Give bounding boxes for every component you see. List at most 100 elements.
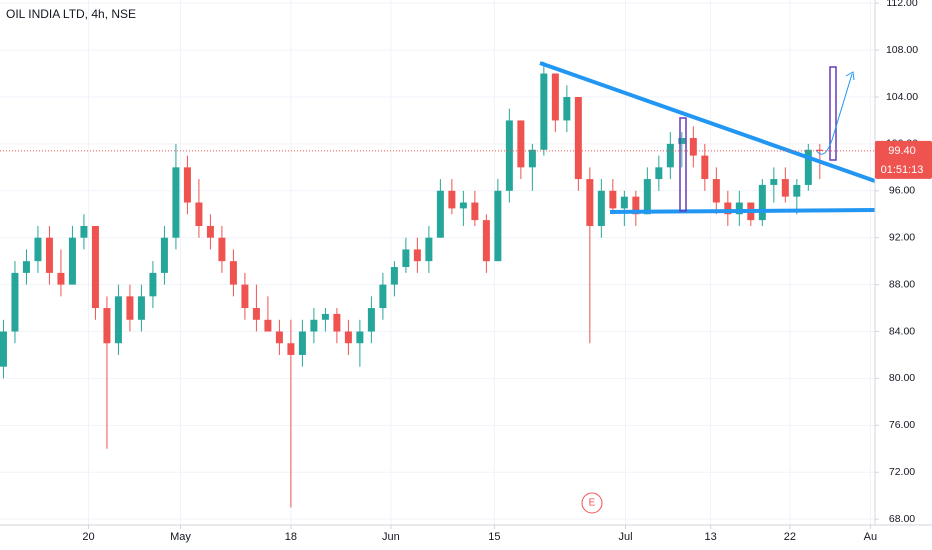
- candle-body: [264, 319, 272, 332]
- candle-body: [816, 149, 824, 151]
- candle-body: [356, 331, 364, 344]
- candle-body: [712, 179, 720, 203]
- event-marker[interactable]: E: [589, 498, 596, 509]
- x-tick-label: Au: [864, 531, 877, 543]
- y-tick-label: 76.00: [889, 419, 915, 431]
- candle-body: [68, 237, 76, 285]
- candle-body: [172, 167, 180, 238]
- candle-body: [80, 225, 88, 238]
- candle-body: [563, 96, 571, 121]
- last-price-label: 99.40: [888, 145, 916, 157]
- candle-body: [57, 272, 65, 285]
- candle-body: [758, 184, 766, 221]
- candle-body: [436, 190, 444, 238]
- projection-box: [829, 66, 837, 161]
- candle-body: [287, 343, 295, 355]
- candle-body: [770, 179, 778, 185]
- candle-body: [310, 319, 318, 332]
- candle-body: [517, 120, 525, 168]
- candle-body: [114, 296, 122, 344]
- candle-body: [45, 237, 53, 273]
- candle-body: [781, 179, 789, 197]
- candle-body: [459, 202, 467, 209]
- candle-body: [22, 261, 30, 273]
- candle-body: [632, 196, 640, 215]
- candle-body: [206, 225, 214, 238]
- candle-body: [505, 120, 513, 191]
- x-tick-label: 15: [488, 531, 500, 543]
- support-line: [609, 208, 876, 214]
- candle-body: [91, 225, 99, 309]
- candle-body: [413, 249, 421, 262]
- candle-body: [183, 167, 191, 203]
- y-tick-label: 88.00: [889, 278, 915, 290]
- candle-body: [390, 267, 398, 285]
- candle-body: [402, 249, 410, 268]
- y-tick-label: 96.00: [889, 185, 915, 197]
- trend-line: [539, 61, 876, 183]
- x-tick-label: Jun: [382, 531, 400, 543]
- y-tick-label: 72.00: [889, 466, 915, 478]
- candle-body: [735, 202, 743, 215]
- candle-body: [229, 261, 237, 285]
- candle-body: [724, 202, 732, 215]
- candle-body: [482, 220, 490, 262]
- range-box: [679, 117, 687, 212]
- grid: [0, 0, 875, 525]
- candle-body: [540, 73, 548, 150]
- candle-body: [551, 73, 559, 121]
- candle-body: [666, 143, 674, 168]
- countdown: 01:51:13: [881, 164, 924, 176]
- candle-body: [195, 202, 203, 226]
- x-tick-label: 13: [704, 531, 716, 543]
- candle-body: [344, 331, 352, 344]
- projection-arrow: [815, 73, 853, 155]
- candle-body: [597, 190, 605, 226]
- candle-body: [275, 331, 283, 344]
- candle-body: [620, 196, 628, 209]
- arrow-head: [845, 71, 855, 81]
- x-tick-label: Jul: [618, 531, 632, 543]
- drawings: [539, 61, 876, 214]
- candle-body: [321, 313, 329, 320]
- candle-body: [218, 237, 226, 262]
- candle-body: [379, 284, 387, 309]
- candle-body: [34, 237, 42, 262]
- candle-body: [425, 237, 433, 262]
- candle-body: [126, 296, 134, 320]
- candle-body: [643, 179, 651, 215]
- candle-body: [678, 138, 686, 144]
- event-circle[interactable]: [581, 492, 603, 514]
- candle-body: [11, 272, 19, 332]
- candle-body: [494, 190, 502, 262]
- candle-body: [793, 184, 801, 197]
- last-price-box: [875, 140, 932, 179]
- candle-body: [689, 138, 697, 156]
- chart-title: OIL INDIA LTD, 4h, NSE: [6, 7, 136, 21]
- candle-body: [137, 296, 145, 320]
- candle-body: [0, 331, 7, 367]
- y-tick-label: 104.00: [886, 91, 918, 103]
- candle-body: [701, 155, 709, 180]
- candles: [0, 61, 824, 508]
- candle-body: [252, 308, 260, 320]
- candle-body: [655, 167, 663, 180]
- y-tick-label: 92.00: [889, 231, 915, 243]
- y-tick-label: 108.00: [886, 44, 918, 56]
- candle-body: [241, 284, 249, 309]
- candle-body: [471, 202, 479, 221]
- candle-body: [298, 331, 306, 355]
- candle-body: [609, 190, 617, 209]
- candle-body: [367, 308, 375, 332]
- candle-body: [804, 149, 812, 185]
- x-tick-label: 18: [285, 531, 297, 543]
- x-tick-label: 20: [82, 531, 94, 543]
- x-tick-label: 22: [784, 531, 796, 543]
- candle-body: [586, 179, 594, 226]
- candle-body: [103, 308, 111, 344]
- y-tick-label: 68.00: [889, 513, 915, 525]
- x-tick-label: May: [170, 531, 191, 543]
